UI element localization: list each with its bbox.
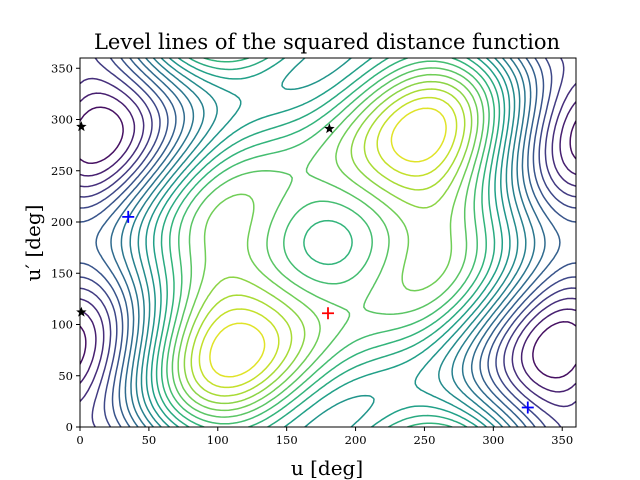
plot-area [80, 58, 576, 427]
contour-level-line [129, 58, 527, 427]
contour-level-line [137, 58, 519, 427]
contour-level-line [183, 80, 473, 405]
contour-level-line [209, 107, 447, 378]
saddle-marker [324, 123, 335, 134]
contour-level-line [198, 96, 458, 389]
x-tick-label: 150 [276, 433, 298, 447]
contour-level-line [110, 58, 546, 427]
y-tick-label: 50 [58, 369, 73, 383]
critical-point-markers [76, 121, 534, 414]
contour-level-line [190, 88, 466, 397]
minimum-marker [521, 401, 534, 414]
y-tick-label: 200 [51, 215, 73, 229]
contour-level-line [145, 58, 511, 427]
y-tick-label: 100 [51, 318, 73, 332]
contour-level-line [171, 67, 485, 418]
x-tick-label: 250 [413, 433, 435, 447]
y-tick-label: 350 [51, 61, 73, 75]
contour-level-line [80, 58, 576, 427]
y-axis-ticks: 0 50 100 150 200 250 300 350 [51, 61, 80, 434]
contour-level-line [80, 58, 576, 427]
saddle-marker [76, 306, 87, 317]
contour-level-line [166, 60, 490, 425]
x-tick-label: 0 [76, 433, 83, 447]
x-tick-label: 350 [551, 433, 573, 447]
y-tick-label: 150 [51, 266, 73, 280]
x-tick-label: 200 [345, 433, 367, 447]
contour-level-line [160, 58, 496, 427]
contour-level-line [80, 77, 576, 408]
y-tick-label: 0 [66, 420, 73, 434]
y-axis-label: u′ [deg] [21, 205, 45, 282]
y-tick-label: 250 [51, 164, 73, 178]
contour-level-line [150, 58, 506, 427]
contour-level-line [95, 58, 561, 427]
x-axis-ticks: 0 50 100 150 200 250 300 350 [76, 427, 573, 447]
contour-level-line [80, 106, 576, 379]
axes-frame [79, 57, 577, 428]
x-tick-label: 300 [482, 433, 504, 447]
contour-lines [80, 58, 576, 427]
x-axis-label: u [deg] [291, 456, 363, 480]
saddle-marker [76, 121, 87, 132]
y-tick-label: 300 [51, 113, 73, 127]
chart-title: Level lines of the squared distance func… [94, 30, 560, 54]
contour-level-line [155, 58, 501, 427]
maximum-marker [322, 307, 334, 320]
contour-level-line [80, 58, 576, 427]
contour-level-line [177, 73, 479, 412]
minimum-marker [122, 210, 135, 223]
x-tick-label: 50 [142, 433, 157, 447]
x-tick-label: 100 [207, 433, 229, 447]
contour-level-line [120, 58, 536, 427]
